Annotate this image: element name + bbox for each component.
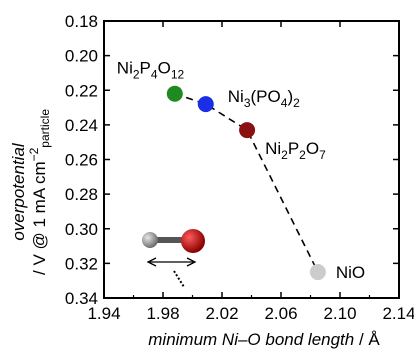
x-axis-ticks: 1.94 1.98 2.02 2.06 2.10 2.14 <box>87 21 414 323</box>
data-point <box>309 264 326 281</box>
x-tick-label: 2.02 <box>205 304 238 323</box>
point-label: Ni2P4O12 <box>117 59 185 82</box>
point-label: NiO <box>336 263 365 282</box>
data-point <box>239 122 256 139</box>
y-tick-label: 0.30 <box>65 220 98 239</box>
data-point <box>197 96 214 113</box>
x-tick-label: 1.98 <box>146 304 179 323</box>
y-tick-label: 0.28 <box>65 185 98 204</box>
y-axis-title-line1: overpotential <box>9 142 28 241</box>
x-tick-label: 2.10 <box>323 304 356 323</box>
bond-dotted-line <box>173 270 185 288</box>
y-tick-label: 0.20 <box>65 47 98 66</box>
y-tick-label: 0.32 <box>65 254 98 273</box>
ni-atom-icon <box>142 232 158 248</box>
y-tick-label: 0.22 <box>65 81 98 100</box>
ni-o-bond-icon <box>142 229 205 288</box>
data-point <box>166 85 183 102</box>
point-label: Ni2P2O7 <box>265 139 326 162</box>
o-atom-icon <box>181 229 205 253</box>
point-label: Ni3(PO4)2 <box>228 87 300 110</box>
x-tick-label: 2.14 <box>382 304 414 323</box>
x-axis-title: minimum Ni–O bond length / Å <box>148 330 380 349</box>
y-axis-ticks: 0.18 0.20 0.22 0.24 0.26 0.28 0.30 0.32 0.34 <box>65 12 399 308</box>
y-tick-label: 0.18 <box>65 12 98 31</box>
trend-dashed-line <box>174 92 319 273</box>
data-points <box>166 85 326 281</box>
x-tick-label: 2.06 <box>264 304 297 323</box>
y-axis-title-line2: / V @ 1 mA cm−2particle <box>27 109 52 275</box>
y-tick-label: 0.26 <box>65 151 98 170</box>
x-tick-label: 1.94 <box>87 304 120 323</box>
point-labels: Ni2P4O12 Ni3(PO4)2 Ni2P2O7 NiO <box>117 59 365 282</box>
y-tick-label: 0.24 <box>65 116 98 135</box>
y-tick-label: 0.34 <box>65 289 98 308</box>
